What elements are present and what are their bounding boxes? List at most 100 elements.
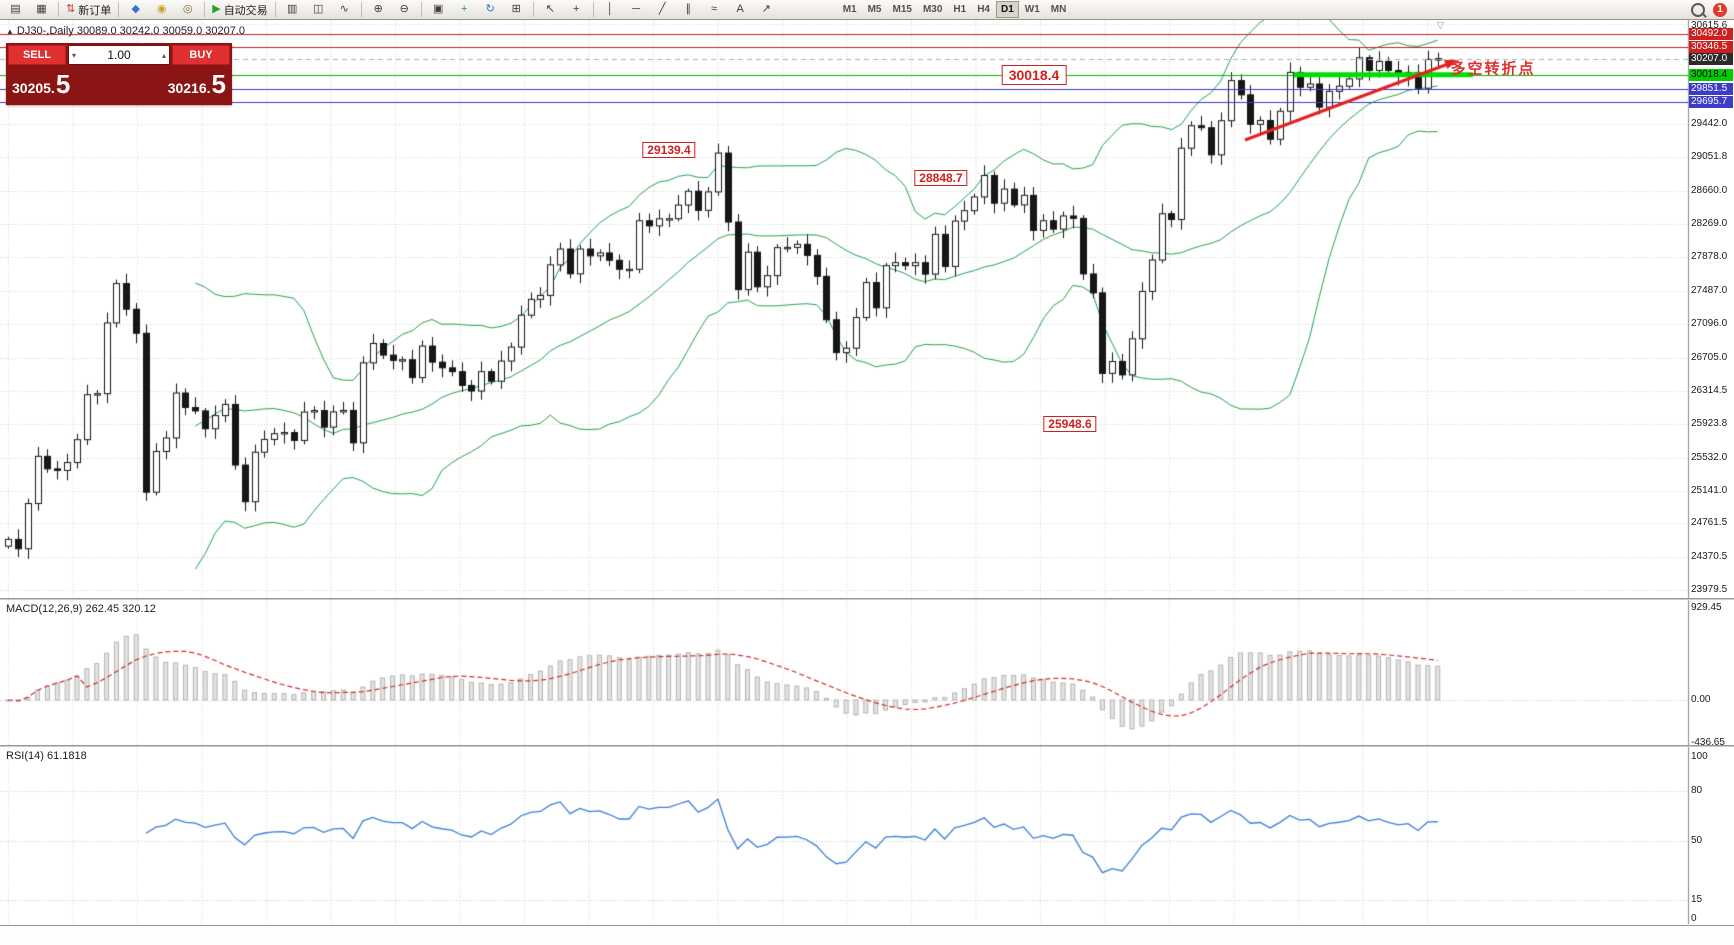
rsi-axis-label: 80 xyxy=(1691,784,1703,796)
price-axis-label: 27096.0 xyxy=(1691,318,1728,330)
charts-window-icon[interactable]: ▤ xyxy=(3,1,28,18)
cursor-icon[interactable]: ↖ xyxy=(538,1,563,18)
mql5-icon-glyph: ◆ xyxy=(131,3,140,15)
panel-splitter[interactable] xyxy=(0,745,1734,747)
volume-increase-button[interactable]: ▴ xyxy=(161,50,166,60)
community-icon-glyph: ◎ xyxy=(182,3,193,15)
crosshair-icon[interactable]: + xyxy=(564,1,589,18)
trendline-icon[interactable]: ╱ xyxy=(650,1,675,18)
notification-badge[interactable]: 1 xyxy=(1713,2,1727,17)
timeframe-m1[interactable]: M1 xyxy=(842,4,857,15)
price-axis-label: 24370.5 xyxy=(1691,550,1728,562)
toolbar-separator xyxy=(360,2,362,17)
price-axis-label: 28269.0 xyxy=(1691,218,1728,230)
timeframe-h1[interactable]: H1 xyxy=(953,4,967,15)
price-axis-label: 24761.5 xyxy=(1691,517,1728,529)
toolbar-separator xyxy=(592,2,594,17)
text-label-icon[interactable]: A xyxy=(728,1,753,18)
toolbar-right: 1 xyxy=(1691,2,1731,17)
toolbar-separator xyxy=(274,2,276,17)
price-axis-label: 29051.8 xyxy=(1691,151,1728,163)
timeframe-d1[interactable]: D1 xyxy=(996,1,1019,18)
volume-value[interactable]: 1.00 xyxy=(107,48,131,62)
rsi-axis-label: 50 xyxy=(1691,835,1703,846)
timeframe-m30[interactable]: M30 xyxy=(922,4,943,15)
mql5-icon[interactable]: ◆ xyxy=(123,1,148,18)
toolbar-separator xyxy=(58,2,59,17)
price-axis-label: 23979.5 xyxy=(1691,584,1728,596)
fibonacci-icon[interactable]: ≈ xyxy=(702,1,727,18)
candle-chart-mode-icon-glyph: ◫ xyxy=(312,3,324,15)
arrows-icon[interactable]: ↗ xyxy=(754,1,779,18)
volume-decrease-button[interactable]: ▾ xyxy=(72,50,77,60)
search-icon[interactable] xyxy=(1691,2,1705,17)
horizontal-line-icon[interactable]: ─ xyxy=(624,1,649,18)
community-icon[interactable]: ◎ xyxy=(175,1,200,18)
tile-windows-icon-glyph: ▣ xyxy=(432,3,444,15)
text-label-icon-glyph: A xyxy=(736,3,744,15)
auto-trading-button[interactable]: ▶ 自动交易 xyxy=(209,1,270,18)
charts-window-icon-glyph: ▤ xyxy=(10,3,21,15)
chart-shift-marker-icon: ▽ xyxy=(1437,20,1444,30)
chart-marker-icon: ▲ xyxy=(6,27,14,36)
zoom-out-icon-glyph: ⊖ xyxy=(399,3,409,15)
rsi-axis-label: 0 xyxy=(1691,913,1697,924)
timeframe-group: M1 M5 M15 M30 H1 H4 D1 W1 MN xyxy=(838,1,1072,18)
price-tag: 30492.0 xyxy=(1689,28,1733,41)
channel-icon[interactable]: ∥ xyxy=(676,1,701,18)
vertical-line-icon-glyph: │ xyxy=(606,3,614,15)
date-axis: 1 May 202031 May 20209 Jun 202018 Jun 20… xyxy=(0,925,1734,945)
timeframe-m5[interactable]: M5 xyxy=(867,4,882,15)
toolbar-separator xyxy=(532,2,534,17)
buy-button[interactable]: BUY xyxy=(172,45,230,65)
crosshair-icon-glyph: + xyxy=(572,3,580,15)
price-tag: 30018.4 xyxy=(1689,68,1733,81)
one-click-trading-panel: SELL ▾ 1.00 ▴ BUY 30205.5 30216.5 xyxy=(6,43,232,105)
macd-axis-label: 0.00 xyxy=(1691,694,1711,705)
timeframe-mn[interactable]: MN xyxy=(1050,4,1067,15)
fibonacci-icon-glyph: ≈ xyxy=(711,3,718,15)
panel-splitter[interactable] xyxy=(0,598,1734,600)
price-tag: 30346.5 xyxy=(1689,40,1733,53)
zoom-in-icon[interactable]: ⊕ xyxy=(366,1,391,18)
chart-grid-icon[interactable]: ⊞ xyxy=(504,1,529,18)
trendline-icon-glyph: ╱ xyxy=(658,3,666,15)
volume-control[interactable]: ▾ 1.00 ▴ xyxy=(68,45,170,65)
price-axis-label: 27878.0 xyxy=(1691,251,1728,263)
bar-chart-mode-icon-glyph: ▥ xyxy=(286,3,298,15)
line-chart-mode-icon[interactable]: ∿ xyxy=(332,1,357,18)
price-annotation-resistance: 30018.4 xyxy=(1001,65,1067,85)
new-order-button-label: 新订单 xyxy=(78,4,112,17)
main-chart-canvas[interactable] xyxy=(0,20,1734,598)
candle-chart-mode-icon[interactable]: ◫ xyxy=(306,1,331,18)
timeframe-w1[interactable]: W1 xyxy=(1024,4,1040,15)
vertical-line-icon[interactable]: │ xyxy=(598,1,623,18)
rsi-panel-canvas[interactable] xyxy=(0,747,1734,924)
toolbar-separator xyxy=(118,2,120,17)
macd-panel-canvas[interactable] xyxy=(0,600,1734,745)
cursor-icon-glyph: ↖ xyxy=(545,3,555,15)
horizontal-line-icon-glyph: ─ xyxy=(632,3,641,15)
price-axis-label: 26705.0 xyxy=(1691,351,1728,363)
auto-trading-button-glyph: ▶ xyxy=(212,3,221,15)
timeframe-m15[interactable]: M15 xyxy=(892,4,912,15)
chart-title: ▲ DJ30-,Daily 30089.0 30242.0 30059.0 302… xyxy=(6,25,245,37)
indicators-icon[interactable]: + xyxy=(452,1,477,18)
auto-trading-button-label: 自动交易 xyxy=(223,4,268,17)
price-annotation-sep-peak: 29139.4 xyxy=(642,142,696,158)
market-watch-icon[interactable]: ▦ xyxy=(29,1,54,18)
auto-scroll-icon[interactable]: ↻ xyxy=(478,1,503,18)
price-axis-label: 27487.0 xyxy=(1691,284,1728,296)
market-icon[interactable]: ◉ xyxy=(149,1,174,18)
toolbar: ▤ ▦ ⇅ 新订单 ◆ ◉ ◎ ▶ 自动交易 ▥ ◫ ∿ ⊕ ⊖ ▣ + ↻ ⊞ ↖ + │ ─ ╱ ∥ ≈ A ↗ M1 M5 M15 M… xyxy=(0,0,1734,20)
zoom-in-icon-glyph: ⊕ xyxy=(373,3,383,15)
timeframe-h4[interactable]: H4 xyxy=(977,4,990,15)
rsi-label: RSI(14) 61.1818 xyxy=(6,750,87,762)
tile-windows-icon[interactable]: ▣ xyxy=(426,1,451,18)
toolbar-separator xyxy=(420,2,422,17)
new-order-button[interactable]: ⇅ 新订单 xyxy=(63,1,114,18)
sell-button[interactable]: SELL xyxy=(8,45,66,65)
bar-chart-mode-icon[interactable]: ▥ xyxy=(280,1,305,18)
zoom-out-icon[interactable]: ⊖ xyxy=(392,1,417,18)
